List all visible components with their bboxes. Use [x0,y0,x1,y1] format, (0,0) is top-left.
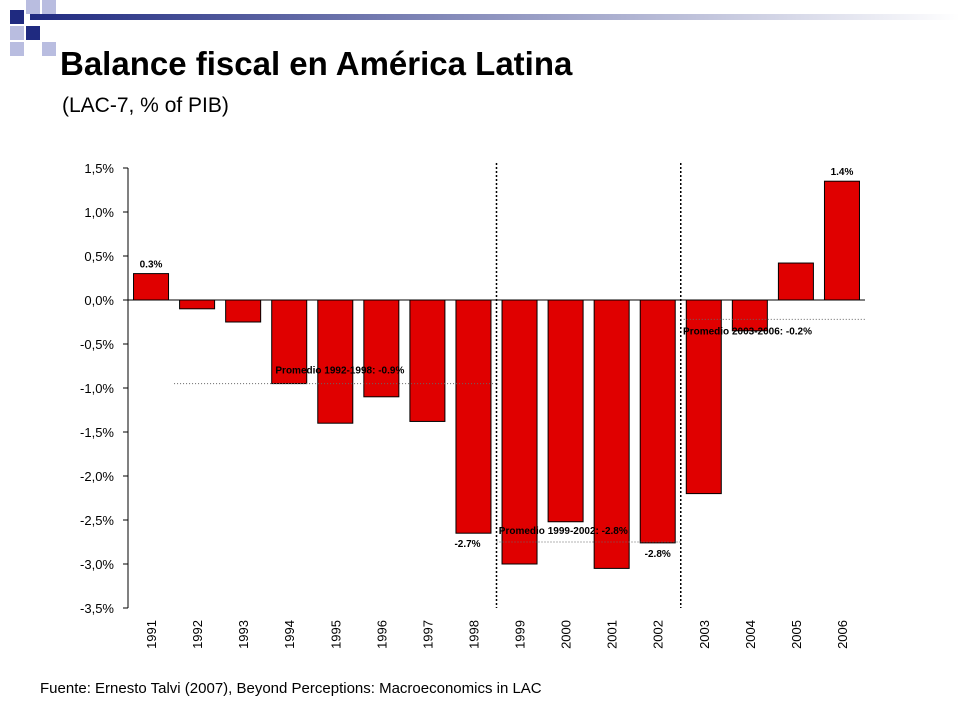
average-label: Promedio 1999-2002: -2.8% [499,526,628,537]
header-gradient-strip [30,14,960,20]
page-subtitle: (LAC-7, % of PIB) [62,94,229,117]
bar-1995 [317,299,354,424]
y-tick-label: 0,0% [84,293,114,308]
data-label-2006: 1.4% [831,167,854,178]
data-label-1998: -2.7% [454,539,480,550]
bar-1992 [179,299,216,310]
y-tick-label: 1,5% [84,161,114,176]
y-tick-label: -0,5% [80,337,114,352]
header-gradient-bar [10,0,960,56]
y-tick-label: 0,5% [84,249,114,264]
deco-square-light-5 [42,42,56,56]
y-tick-label: -2,5% [80,513,114,528]
x-tick-label: 1995 [328,620,343,649]
deco-square-dark-2 [26,26,40,40]
x-tick-label: 1994 [282,620,297,649]
bar-2005 [777,262,814,301]
bar-2003 [685,299,722,495]
average-label-text: Promedio 1999-2002: [499,526,602,537]
bar-1991 [133,273,170,301]
x-tick-label: 1996 [374,620,389,649]
page-title: Balance fiscal en América Latina [60,45,573,82]
average-value-text: -0.2% [786,326,812,337]
bar-1993 [225,299,262,323]
average-label: Promedio 1992-1998: -0.9% [275,366,404,377]
x-tick-label: 2004 [743,620,758,649]
source-note: Fuente: Ernesto Talvi (2007), Beyond Per… [40,680,542,697]
x-tick-label: 2006 [835,620,850,649]
y-tick-label: 1,0% [84,205,114,220]
deco-square-light-4 [10,42,24,56]
y-tick-label: -3,5% [80,601,114,616]
x-tick-label: 2002 [651,620,666,649]
bar-1996 [363,299,400,398]
x-tick-label: 2005 [789,620,804,649]
bar-2006 [823,180,860,301]
x-tick-label: 2003 [697,620,712,649]
y-tick-label: -1,5% [80,425,114,440]
bar-2002 [639,299,676,544]
x-tick-label: 2001 [605,620,620,649]
average-value-text: -0.9% [378,366,404,377]
x-tick-label: 2000 [559,620,574,649]
deco-square-light-3 [10,26,24,40]
deco-square-dark-1 [10,10,24,24]
bar-1997 [409,299,446,422]
x-tick-label: 1998 [466,620,481,649]
data-label-2002: -2.8% [645,549,671,560]
bar-1998 [455,299,492,534]
bar-1994 [271,299,308,385]
y-tick-label: -2,0% [80,469,114,484]
x-tick-label: 1999 [513,620,528,649]
bar-2001 [593,299,630,569]
average-label-text: Promedio 1992-1998: [275,366,378,377]
y-tick-label: -1,0% [80,381,114,396]
deco-square-light-2 [42,0,56,14]
bar-2000 [547,299,584,523]
bar-1999 [501,299,538,565]
bar-2004 [731,299,768,332]
average-label: Promedio 2003-2006: -0.2% [683,326,812,337]
average-label-text: Promedio 2003-2006: [683,326,786,337]
x-tick-label: 1991 [144,620,159,649]
data-label-1991: 0.3% [140,260,163,271]
x-tick-label: 1997 [420,620,435,649]
y-tick-label: -3,0% [80,557,114,572]
x-tick-label: 1992 [190,620,205,649]
x-tick-label: 1993 [236,620,251,649]
average-value-text: -2.8% [602,526,628,537]
deco-square-light-1 [26,0,40,14]
